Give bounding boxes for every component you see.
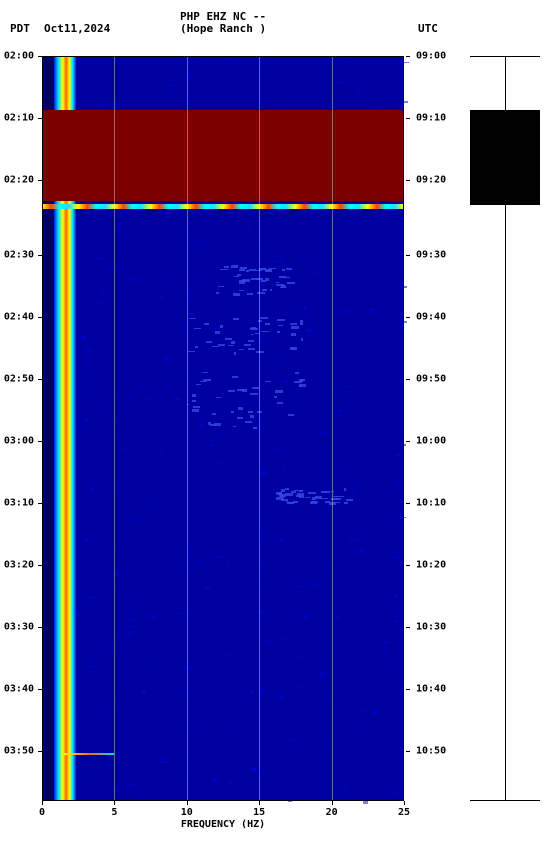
x-tick-label: 5 bbox=[111, 807, 117, 818]
waveform-border-top bbox=[470, 56, 540, 57]
x-tick-label: 0 bbox=[39, 807, 45, 818]
plot-border-bottom bbox=[42, 800, 404, 801]
y-tick-label: 10:50 bbox=[416, 746, 446, 757]
grid-line bbox=[259, 56, 260, 801]
header: PDT Oct11,2024 PHP EHZ NC -- (Hope Ranch… bbox=[0, 8, 552, 48]
y-tick-label: 02:30 bbox=[4, 249, 34, 260]
y-tick-label: 02:50 bbox=[4, 373, 34, 384]
plot-border-top bbox=[42, 56, 404, 57]
transition-line bbox=[42, 204, 404, 209]
y-tick-label: 10:00 bbox=[416, 435, 446, 446]
station-line2: (Hope Ranch ) bbox=[180, 22, 266, 35]
y-tick-label: 03:20 bbox=[4, 560, 34, 571]
x-tick-label: 10 bbox=[181, 807, 193, 818]
x-axis: FREQUENCY (HZ) 0510152025 bbox=[42, 801, 404, 831]
y-tick-label: 09:30 bbox=[416, 249, 446, 260]
grid-line bbox=[114, 56, 115, 801]
y-tick-label: 03:10 bbox=[4, 498, 34, 509]
grid-line bbox=[187, 56, 188, 801]
y-tick-label: 02:10 bbox=[4, 113, 34, 124]
y-tick-label: 10:20 bbox=[416, 560, 446, 571]
y-tick-label: 10:30 bbox=[416, 622, 446, 633]
y-tick-label: 02:20 bbox=[4, 175, 34, 186]
plot-border-right bbox=[403, 56, 404, 801]
y-tick-label: 09:00 bbox=[416, 51, 446, 62]
y-tick-label: 09:40 bbox=[416, 311, 446, 322]
y-tick-label: 03:50 bbox=[4, 746, 34, 757]
tz-right-label: UTC bbox=[418, 22, 438, 35]
y-tick-label: 10:10 bbox=[416, 498, 446, 509]
spectrogram-plot bbox=[42, 56, 404, 801]
y-axis-left: 02:0002:1002:2002:3002:4002:5003:0003:10… bbox=[0, 56, 38, 801]
y-tick-label: 03:40 bbox=[4, 684, 34, 695]
y-tick-label: 10:40 bbox=[416, 684, 446, 695]
plot-border-left bbox=[42, 56, 43, 801]
y-tick-label: 09:20 bbox=[416, 175, 446, 186]
x-tick-label: 20 bbox=[326, 807, 338, 818]
waveform-border-bottom bbox=[470, 800, 540, 801]
x-axis-title: FREQUENCY (HZ) bbox=[181, 819, 265, 830]
y-tick-label: 03:30 bbox=[4, 622, 34, 633]
saturated-block bbox=[42, 110, 404, 201]
y-tick-label: 03:00 bbox=[4, 435, 34, 446]
date-label: Oct11,2024 bbox=[44, 22, 110, 35]
y-tick-label: 02:00 bbox=[4, 51, 34, 62]
grid-line bbox=[332, 56, 333, 801]
y-tick-label: 02:40 bbox=[4, 311, 34, 322]
y-axis-right: 09:0009:1009:2009:3009:4009:5010:0010:10… bbox=[410, 56, 452, 801]
y-tick-label: 09:50 bbox=[416, 373, 446, 384]
x-tick-label: 15 bbox=[253, 807, 265, 818]
x-tick-label: 25 bbox=[398, 807, 410, 818]
tz-left-label: PDT bbox=[10, 22, 30, 35]
waveform-track bbox=[470, 56, 540, 801]
y-tick-label: 09:10 bbox=[416, 113, 446, 124]
